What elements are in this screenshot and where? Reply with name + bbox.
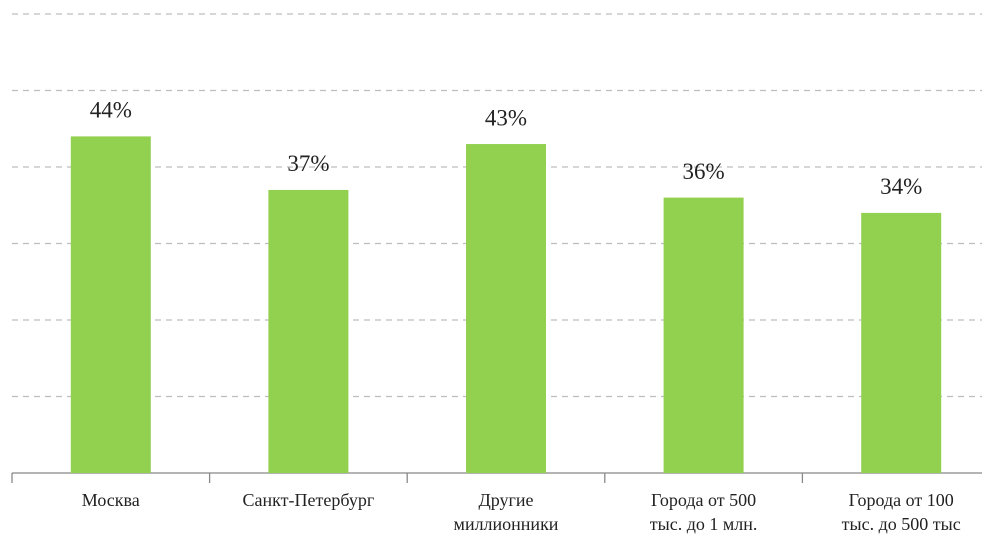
data-label: 37% <box>287 151 329 176</box>
x-tick-label: Города от 100 <box>849 490 954 510</box>
bar <box>268 189 349 473</box>
data-label: 44% <box>90 98 132 123</box>
x-tick-label: Москва <box>82 490 140 510</box>
bar <box>861 212 942 473</box>
x-tick-label: миллионники <box>454 514 559 534</box>
data-label: 43% <box>485 105 527 130</box>
bar <box>466 144 546 474</box>
x-tick-label: Города от 500 <box>651 490 756 510</box>
bar <box>663 197 744 473</box>
data-label: 34% <box>880 174 922 199</box>
bar <box>70 136 151 473</box>
data-label: 36% <box>683 159 725 184</box>
x-tick-label: тыс. до 1 млн. <box>650 514 758 534</box>
x-tick-label: Другие <box>478 490 533 510</box>
x-tick-label: Санкт-Петербург <box>243 490 375 510</box>
x-tick-label: тыс. до 500 тыс <box>842 514 961 534</box>
